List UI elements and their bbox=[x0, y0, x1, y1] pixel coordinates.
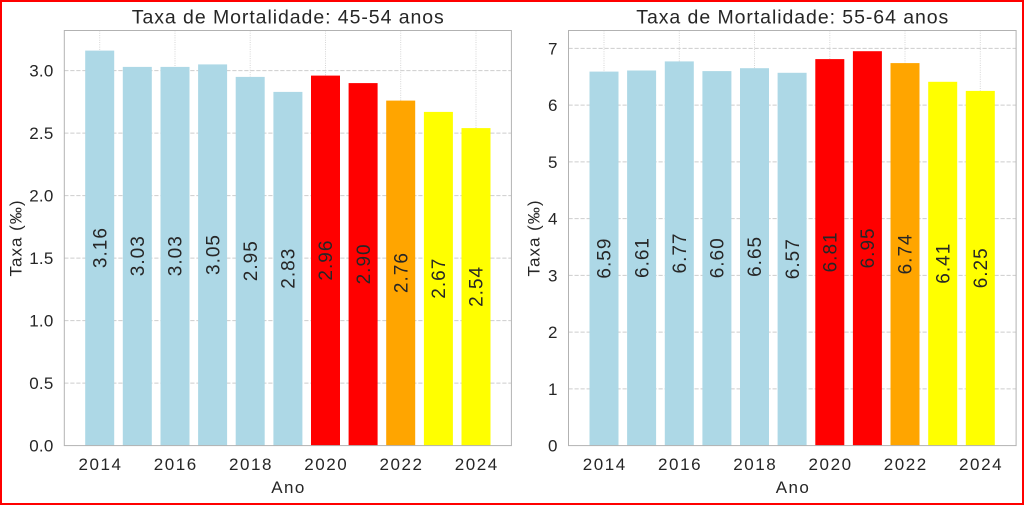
svg-text:6.65: 6.65 bbox=[745, 237, 766, 277]
svg-text:3: 3 bbox=[548, 266, 557, 285]
svg-text:Taxa (‰): Taxa (‰) bbox=[6, 201, 25, 277]
svg-text:6.74: 6.74 bbox=[896, 234, 917, 274]
svg-text:2.83: 2.83 bbox=[279, 249, 300, 289]
svg-text:2: 2 bbox=[548, 323, 557, 342]
svg-text:2.76: 2.76 bbox=[391, 253, 412, 293]
svg-text:1.0: 1.0 bbox=[29, 312, 53, 331]
svg-text:6.25: 6.25 bbox=[971, 248, 992, 288]
svg-text:2.90: 2.90 bbox=[354, 244, 375, 284]
svg-text:Taxa de Mortalidade: 55-64 ano: Taxa de Mortalidade: 55-64 anos bbox=[636, 7, 948, 29]
svg-text:3.03: 3.03 bbox=[128, 236, 149, 276]
svg-text:2022: 2022 bbox=[884, 455, 927, 474]
svg-text:2.95: 2.95 bbox=[241, 241, 262, 281]
svg-text:2.54: 2.54 bbox=[467, 266, 488, 306]
svg-text:2016: 2016 bbox=[154, 455, 197, 474]
svg-text:Taxa (‰): Taxa (‰) bbox=[524, 201, 543, 277]
svg-text:2.67: 2.67 bbox=[429, 259, 450, 299]
svg-text:1.5: 1.5 bbox=[29, 249, 53, 268]
svg-text:2.5: 2.5 bbox=[29, 124, 53, 143]
svg-text:2014: 2014 bbox=[583, 455, 626, 474]
svg-text:2.0: 2.0 bbox=[29, 187, 53, 206]
svg-text:3.0: 3.0 bbox=[29, 62, 53, 81]
svg-text:6.57: 6.57 bbox=[783, 239, 804, 279]
svg-text:2020: 2020 bbox=[304, 455, 347, 474]
svg-text:2.96: 2.96 bbox=[316, 241, 337, 281]
svg-text:1: 1 bbox=[548, 380, 557, 399]
svg-text:3.05: 3.05 bbox=[203, 235, 224, 275]
svg-text:7: 7 bbox=[548, 39, 557, 58]
svg-text:6.81: 6.81 bbox=[820, 232, 841, 272]
svg-text:6.77: 6.77 bbox=[670, 234, 691, 274]
svg-text:2016: 2016 bbox=[658, 455, 701, 474]
svg-text:2018: 2018 bbox=[733, 455, 776, 474]
svg-text:3.03: 3.03 bbox=[166, 236, 187, 276]
svg-text:6.60: 6.60 bbox=[708, 238, 729, 278]
svg-text:6.61: 6.61 bbox=[632, 238, 653, 278]
svg-text:2024: 2024 bbox=[959, 455, 1002, 474]
svg-text:6.95: 6.95 bbox=[858, 228, 879, 268]
svg-text:Taxa de Mortalidade: 45-54 ano: Taxa de Mortalidade: 45-54 anos bbox=[132, 7, 444, 29]
svg-text:0: 0 bbox=[548, 437, 557, 456]
svg-text:5: 5 bbox=[548, 153, 557, 172]
svg-text:2022: 2022 bbox=[379, 455, 422, 474]
svg-text:2014: 2014 bbox=[78, 455, 121, 474]
svg-text:6.41: 6.41 bbox=[933, 244, 954, 284]
svg-text:Ano: Ano bbox=[271, 478, 304, 497]
svg-text:6: 6 bbox=[548, 96, 557, 115]
svg-text:2024: 2024 bbox=[455, 455, 498, 474]
svg-text:Ano: Ano bbox=[776, 478, 809, 497]
svg-text:0.5: 0.5 bbox=[29, 374, 53, 393]
svg-text:0.0: 0.0 bbox=[29, 437, 53, 456]
svg-text:4: 4 bbox=[548, 210, 557, 229]
svg-text:3.16: 3.16 bbox=[90, 228, 111, 268]
svg-text:2020: 2020 bbox=[809, 455, 852, 474]
svg-text:2018: 2018 bbox=[229, 455, 272, 474]
svg-text:6.59: 6.59 bbox=[595, 239, 616, 279]
